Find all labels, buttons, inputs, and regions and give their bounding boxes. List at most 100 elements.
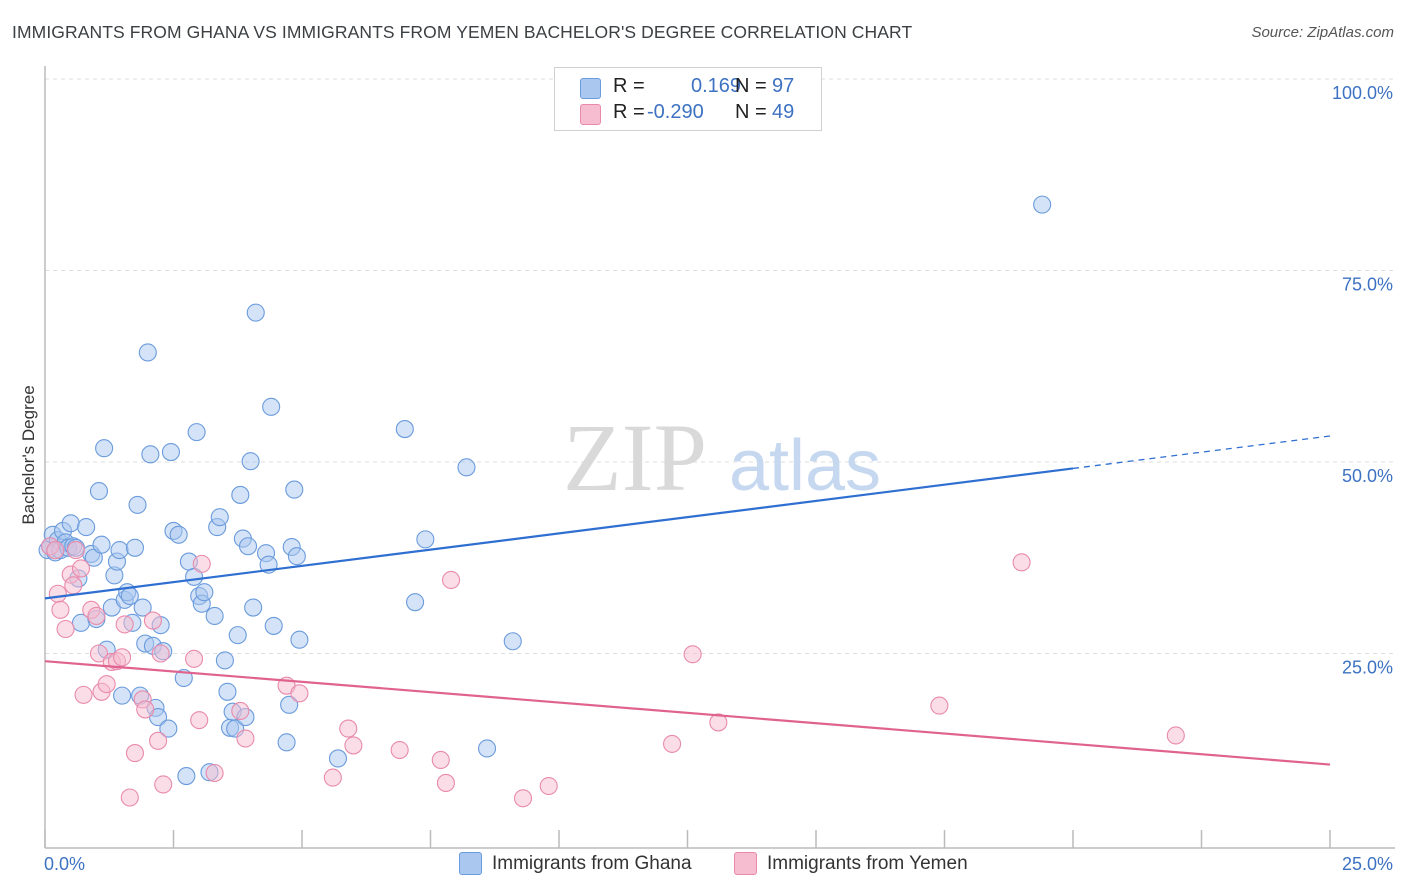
ghana-point [169, 525, 188, 544]
yemen-trend-line [44, 660, 1331, 766]
ghana-point [141, 445, 160, 464]
yemen-point [205, 763, 224, 783]
yemen-point [192, 554, 211, 573]
legend-ghana-n-value: 97 [772, 75, 795, 97]
legend-yemen-r-value: -0.290 [647, 101, 704, 123]
yemen-point [113, 648, 132, 667]
yemen-point [231, 701, 250, 721]
ghana-point [406, 593, 425, 612]
ghana-point [241, 452, 260, 471]
yemen-point [89, 644, 109, 663]
ghana-point [128, 495, 147, 514]
yemen-point [46, 541, 65, 560]
ghana-trend-line [44, 467, 1074, 600]
legend: R = 0.169 N = 97 R = -0.290 N = 49 [554, 67, 822, 131]
ghana-point [503, 632, 522, 651]
x-tick-label: 25.0% [1342, 854, 1393, 874]
ghana-point [477, 739, 497, 758]
yemen-point [190, 711, 209, 730]
ghana-point [246, 303, 265, 322]
ghana-point [264, 616, 283, 635]
y-tick-label: 25.0% [1342, 658, 1393, 678]
yemen-point [709, 713, 728, 732]
yemen-point [236, 729, 255, 748]
yemen-point [97, 675, 116, 694]
ghana-point [195, 583, 214, 602]
y-tick-label: 100.0% [1332, 83, 1393, 103]
ghana-point [228, 626, 247, 645]
y-tick-label: 50.0% [1342, 466, 1393, 486]
ghana-point [77, 518, 96, 537]
y-axis-label: Bachelor's Degree [19, 385, 38, 524]
ghana-point [231, 485, 250, 504]
yemen-point [154, 775, 173, 794]
legend-yemen-r-label: R = [613, 101, 645, 123]
ghana-point [416, 530, 435, 549]
yemen-point [513, 789, 533, 808]
yemen-point [323, 768, 342, 787]
ghana-point [262, 397, 281, 416]
ghana-point [280, 695, 299, 714]
ghana-point [110, 541, 129, 560]
ghana-point [61, 514, 80, 533]
bottom-legend-yemen-label: Immigrants from Yemen [767, 852, 968, 874]
ghana-point [218, 682, 237, 701]
yemen-point [290, 684, 309, 703]
ghana-point [205, 606, 224, 626]
ghana-point [1033, 195, 1052, 214]
yemen-point [339, 719, 358, 738]
yemen-point [48, 584, 67, 603]
yemen-point [442, 570, 461, 590]
yemen-point [431, 750, 450, 770]
grid-lines [45, 78, 1395, 654]
yemen-point [390, 740, 409, 760]
yemen-points [41, 537, 1185, 808]
ghana-point [457, 458, 476, 477]
chart-title: IMMIGRANTS FROM GHANA VS IMMIGRANTS FROM… [12, 22, 913, 42]
y-tick-labels: 25.0% 50.0% 75.0% 100.0% [1332, 83, 1393, 678]
ghana-point [113, 686, 132, 705]
yemen-point [149, 731, 168, 750]
x-tick-label: 0.0% [44, 854, 85, 874]
yemen-point [185, 649, 204, 668]
yemen-point [56, 619, 75, 639]
bottom-legend-yemen: Immigrants from Yemen [734, 852, 968, 875]
bottom-legend-ghana-swatch [459, 852, 482, 875]
yemen-point [930, 696, 949, 715]
yemen-point [74, 685, 93, 704]
ghana-point [285, 480, 304, 499]
bottom-legend-ghana: Immigrants from Ghana [459, 852, 692, 875]
yemen-point [136, 700, 155, 719]
bottom-legend-yemen-swatch [734, 852, 757, 875]
ghana-point [138, 343, 157, 362]
yemen-point [120, 788, 139, 807]
legend-ghana-r-value: 0.169 [691, 75, 742, 97]
yemen-point [71, 559, 91, 578]
ghana-point [277, 733, 296, 752]
ghana-point [290, 630, 309, 649]
legend-yemen-swatch [580, 104, 601, 125]
ghana-point [210, 508, 229, 527]
legend-ghana-r-label: R = [613, 75, 645, 97]
ghana-point [161, 442, 180, 462]
ghana-point [159, 719, 178, 738]
ghana-point [95, 439, 114, 458]
watermark-atlas: atlas [729, 426, 881, 506]
yemen-point [683, 645, 702, 664]
yemen-point [115, 615, 134, 634]
ghana-point [238, 537, 258, 556]
yemen-point [87, 606, 106, 626]
y-tick-label: 75.0% [1342, 275, 1393, 295]
ghana-point [125, 538, 144, 557]
yemen-point [539, 776, 558, 796]
yemen-point [1166, 726, 1185, 745]
trend-lines [44, 435, 1331, 766]
ghana-point [244, 598, 263, 617]
ghana-trend-extension [1072, 435, 1331, 470]
ghana-point [133, 598, 152, 617]
yemen-point [436, 773, 455, 793]
legend-ghana-n-label: N = [735, 75, 767, 97]
yemen-point [125, 744, 144, 763]
yemen-point [663, 734, 682, 753]
